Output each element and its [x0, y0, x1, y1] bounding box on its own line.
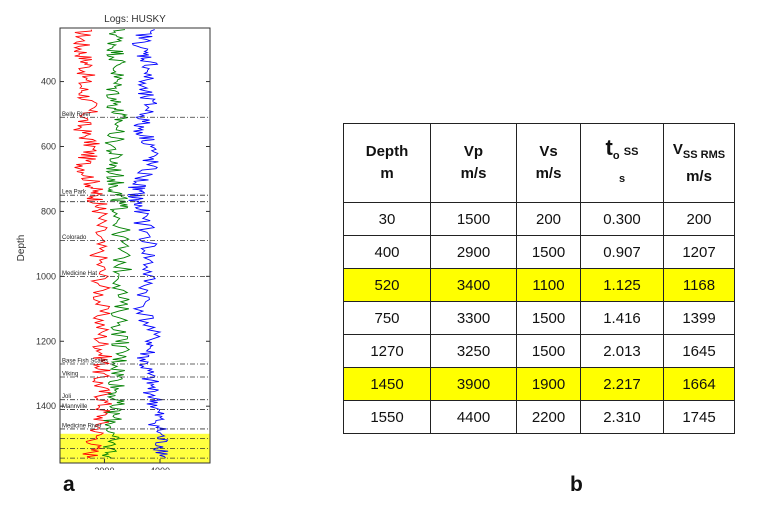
- table-cell: 2.217: [580, 367, 664, 401]
- table-cell: 1450: [343, 367, 431, 401]
- header-depth: Depth m: [343, 123, 431, 203]
- table-cell: 3900: [430, 367, 517, 401]
- table-row: 1450 3900 1900 2.217 1664: [343, 367, 735, 401]
- table-cell: 1399: [663, 301, 735, 335]
- header-vp: Vp m/s: [430, 123, 517, 203]
- y-tick-label: 1000: [36, 271, 56, 281]
- table-cell: 520: [343, 268, 431, 302]
- table-cell: 30: [343, 202, 431, 236]
- table-cell: 1500: [430, 202, 517, 236]
- panel-label-a: a: [63, 473, 75, 496]
- table-cell: 3400: [430, 268, 517, 302]
- table-cell: 1.416: [580, 301, 664, 335]
- table-cell: 1664: [663, 367, 735, 401]
- table-cell: 3250: [430, 334, 517, 368]
- table-row: 750 3300 1500 1.416 1399: [343, 301, 735, 335]
- x-tick-label: 4000: [150, 466, 170, 470]
- formation-marker-label: Lea Park: [62, 190, 87, 196]
- formation-marker-label: Medicine Hat: [62, 271, 97, 277]
- table-cell: 1500: [516, 334, 581, 368]
- table-cell: 1900: [516, 367, 581, 401]
- panel-label-b: b: [570, 473, 583, 496]
- table-cell: 1500: [516, 301, 581, 335]
- formation-marker-label: Mannville: [62, 404, 88, 410]
- formation-marker-label: Belly River: [62, 112, 91, 118]
- table-cell: 4400: [430, 400, 517, 434]
- table-cell: 200: [663, 202, 735, 236]
- header-to-ss: to SS s: [580, 123, 664, 203]
- table-row: 520 3400 1100 1.125 1168: [343, 268, 735, 302]
- header-vss-rms: VSS RMS m/s: [663, 123, 735, 203]
- formation-marker-label: Base Fish Scales: [62, 358, 108, 364]
- table-cell: 2900: [430, 235, 517, 269]
- plot-frame: [59, 27, 211, 464]
- table-row: 400 2900 1500 0.907 1207: [343, 235, 735, 269]
- log-series-line: [102, 29, 132, 459]
- table-cell: 1168: [663, 268, 735, 302]
- velocity-table: Depth m Vp m/s Vs m/s to SS s VSS RMS m/…: [343, 123, 735, 434]
- table-cell: 0.907: [580, 235, 664, 269]
- table-cell: 1550: [343, 400, 431, 434]
- table-cell: 2.013: [580, 334, 664, 368]
- formation-marker-label: Colorado: [62, 235, 87, 241]
- table-cell: 400: [343, 235, 431, 269]
- chart-title: Logs: HUSKY: [104, 14, 166, 25]
- table-cell: 3300: [430, 301, 517, 335]
- table-cell: 2200: [516, 400, 581, 434]
- table-cell: 1100: [516, 268, 581, 302]
- table-cell: 1500: [516, 235, 581, 269]
- y-tick-label: 600: [41, 141, 56, 151]
- formation-marker-label: Joli: [62, 394, 71, 400]
- y-tick-label: 800: [41, 206, 56, 216]
- table-cell: 1270: [343, 334, 431, 368]
- table-cell: 1745: [663, 400, 735, 434]
- formation-marker-label: Medicine River: [62, 423, 102, 429]
- table-cell: 2.310: [580, 400, 664, 434]
- y-tick-label: 400: [41, 77, 56, 87]
- table-cell: 1207: [663, 235, 735, 269]
- y-axis-label: Depth: [16, 235, 27, 262]
- y-tick-label: 1200: [36, 336, 56, 346]
- table-cell: 1645: [663, 334, 735, 368]
- table-cell: 200: [516, 202, 581, 236]
- y-tick-label: 1400: [36, 401, 56, 411]
- table-row: 1550 4400 2200 2.310 1745: [343, 400, 735, 434]
- table-cell: 750: [343, 301, 431, 335]
- table-row: 1270 3250 1500 2.013 1645: [343, 334, 735, 368]
- well-log-chart: Logs: HUSKY Depth Belly River Lea Park Col…: [16, 14, 211, 470]
- log-series-line: [72, 29, 113, 459]
- header-vs: Vs m/s: [516, 123, 581, 203]
- formation-marker-label: Viking: [62, 371, 78, 377]
- table-cell: 0.300: [580, 202, 664, 236]
- table-header-row: Depth m Vp m/s Vs m/s to SS s VSS RMS m/…: [343, 123, 735, 203]
- log-series-line: [127, 29, 169, 459]
- table-row: 30 1500 200 0.300 200: [343, 202, 735, 236]
- table-cell: 1.125: [580, 268, 664, 302]
